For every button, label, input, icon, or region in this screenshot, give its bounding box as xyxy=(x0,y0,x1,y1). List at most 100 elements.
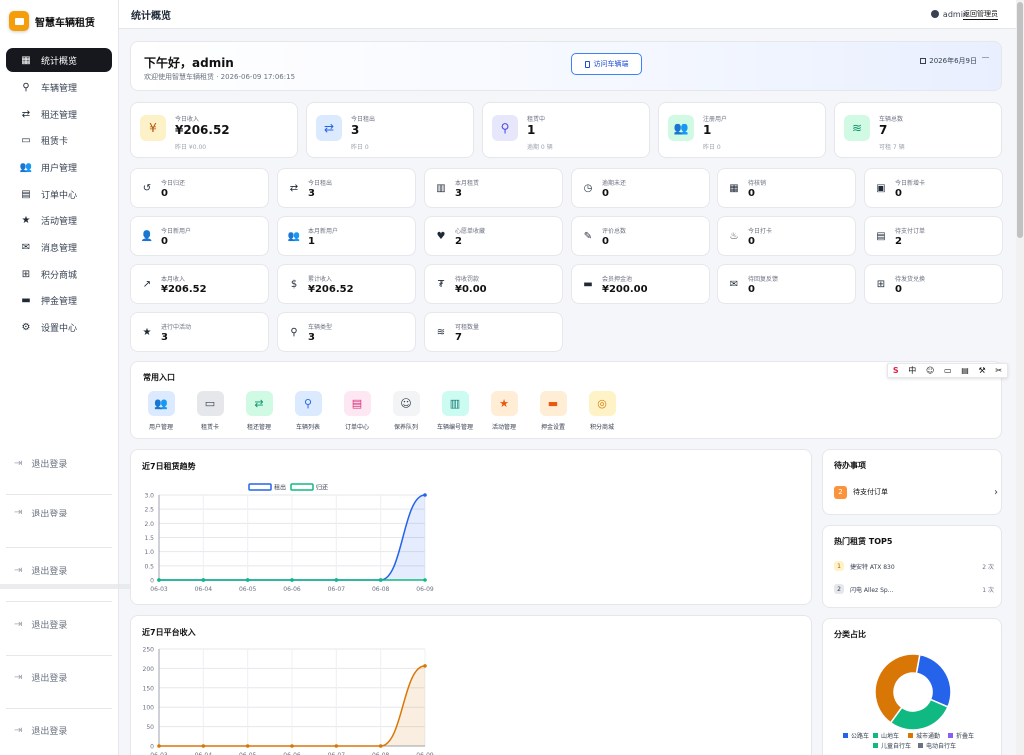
logout-button[interactable]: ⇥ 退出登录 xyxy=(14,457,68,470)
legend-item[interactable]: 儿童自行车 xyxy=(873,741,911,750)
legend-item[interactable]: 电动自行车 xyxy=(918,741,956,750)
stat-card[interactable]: ▥ 本月租赁 3 xyxy=(424,168,563,208)
stat-card[interactable]: ↗ 本月收入 ¥206.52 xyxy=(130,264,269,304)
sidebar-item-3[interactable]: ▭ 租赁卡 xyxy=(6,127,112,154)
quick-entry-item[interactable]: ▭ 租赁卡 xyxy=(190,391,230,431)
logout-button[interactable]: ⇥ 退出登录 xyxy=(14,724,68,737)
summary-label: 今日租出 xyxy=(351,116,376,123)
summary-card[interactable]: ≋ 车辆总数 7 可租 7 辆 xyxy=(834,102,1002,158)
legend-item[interactable]: 公路车 xyxy=(843,731,869,740)
sidebar-item-9[interactable]: ▬ 押金管理 xyxy=(6,288,112,315)
scrollbar[interactable] xyxy=(1016,0,1024,755)
stat-card[interactable]: ▣ 今日新增卡 0 xyxy=(864,168,1003,208)
summary-hint: 逾期 0 辆 xyxy=(527,144,553,151)
mobile-icon xyxy=(584,60,590,68)
clock-icon: ◷ xyxy=(583,182,593,194)
stat-value: 0 xyxy=(161,188,168,199)
sidebar-item-4[interactable]: 👥 用户管理 xyxy=(6,154,112,181)
stat-card[interactable]: ⊞ 待发货兑换 0 xyxy=(864,264,1003,304)
more-icon[interactable] xyxy=(982,57,989,60)
stat-label: 本月收入 xyxy=(161,276,186,283)
stat-card[interactable]: ▬ 会员押金池 ¥200.00 xyxy=(571,264,710,304)
calendar-plus-icon: ▣ xyxy=(876,182,886,194)
ime-button[interactable]: ▭ xyxy=(944,366,952,375)
exchange-icon: ⇄ xyxy=(245,391,273,416)
stat-card[interactable]: ✉ 待回复反馈 0 xyxy=(717,264,856,304)
stat-card[interactable]: ▦ 待核销 0 xyxy=(717,168,856,208)
vehicle-name: 闪电 Allez Sp... xyxy=(850,586,894,594)
stat-card[interactable]: ✎ 评价总数 0 xyxy=(571,216,710,256)
logout-icon: ⇥ xyxy=(14,671,23,683)
quick-entry-item[interactable]: ☺ 保养队列 xyxy=(386,391,426,431)
legend-swatch xyxy=(248,483,272,491)
quick-entry-item[interactable]: ⚲ 车辆列表 xyxy=(288,391,328,431)
barcode-icon: ▥ xyxy=(441,391,469,416)
sidebar-item-10[interactable]: ⚙ 设置中心 xyxy=(6,314,112,341)
summary-card[interactable]: ⇄ 今日租出 3 昨日 0 xyxy=(306,102,474,158)
logout-button[interactable]: ⇥ 退出登录 xyxy=(14,507,68,517)
ime-button[interactable]: ⚒ xyxy=(978,366,986,375)
stat-card[interactable]: ◷ 逾期未还 0 xyxy=(571,168,710,208)
stat-card[interactable]: 👤 今日新用户 0 xyxy=(130,216,269,256)
summary-card[interactable]: ¥ 今日收入 ¥206.52 昨日 ¥0.00 xyxy=(130,102,298,158)
quick-entry-item[interactable]: ▤ 订单中心 xyxy=(337,391,377,431)
logout-button[interactable]: ⇥ 退出登录 xyxy=(14,618,68,631)
visit-vehicle-button[interactable]: 访问车辆端 xyxy=(571,53,642,75)
summary-card[interactable]: 👥 注册用户 1 昨日 0 xyxy=(658,102,826,158)
stat-card[interactable]: 👥 本月新用户 1 xyxy=(277,216,416,256)
divider xyxy=(6,708,112,709)
sidebar-item-2[interactable]: ⇄ 租还管理 xyxy=(6,101,112,128)
legend-item[interactable]: 山地车 xyxy=(873,731,899,740)
stat-label: 累计收入 xyxy=(308,276,333,283)
sidebar-item-1[interactable]: ⚲ 车辆管理 xyxy=(6,74,112,101)
back-admin-link[interactable]: 返回管理员 xyxy=(963,9,998,20)
sidebar-item-8[interactable]: ⊞ 积分商城 xyxy=(6,261,112,288)
sidebar-item-0[interactable]: ▦ 统计概览 xyxy=(6,48,112,72)
stat-card[interactable]: ♥ 心愿单收藏 2 xyxy=(424,216,563,256)
quick-entry-item[interactable]: ⇄ 租还管理 xyxy=(239,391,279,431)
stat-card[interactable]: ↺ 今日归还 0 xyxy=(130,168,269,208)
sidebar-item-7[interactable]: ✉ 消息管理 xyxy=(6,234,112,261)
stat-card[interactable]: ♨ 今日打卡 0 xyxy=(717,216,856,256)
quick-entry-item[interactable]: 👥 用户管理 xyxy=(141,391,181,431)
list-item[interactable]: 1 捷安特 ATX 830 2 次 xyxy=(834,559,994,573)
legend-label: 公路车 xyxy=(851,733,870,740)
quick-entry-item[interactable]: ★ 活动管理 xyxy=(484,391,524,431)
stat-card[interactable]: ⇄ 今日租出 3 xyxy=(277,168,416,208)
stat-value: ¥206.52 xyxy=(161,284,207,295)
stat-card[interactable]: ⚲ 车辆类型 3 xyxy=(277,312,416,352)
sidebar-item-label: 统计概览 xyxy=(41,56,78,67)
quick-entry-item[interactable]: ◎ 积分商城 xyxy=(582,391,622,431)
user-menu[interactable]: admin xyxy=(930,10,968,19)
sidebar-item-5[interactable]: ▤ 订单中心 xyxy=(6,181,112,208)
stat-card[interactable]: ▤ 待支付订单 2 xyxy=(864,216,1003,256)
quick-entry-item[interactable]: ▬ 押金设置 xyxy=(533,391,573,431)
scrollbar-thumb[interactable] xyxy=(1017,2,1023,238)
todo-item[interactable]: 2 待支付订单 › xyxy=(834,484,998,500)
list-item[interactable]: 2 闪电 Allez Sp... 1 次 xyxy=(834,582,994,596)
gift-icon: ⊞ xyxy=(876,278,886,290)
summary-value: 1 xyxy=(703,123,712,137)
stat-card[interactable]: ≋ 可租数量 7 xyxy=(424,312,563,352)
stat-label: 进行中活动 xyxy=(161,324,192,331)
logout-button[interactable]: ⇥ 退出登录 xyxy=(14,671,68,684)
legend-item[interactable]: 城市通勤 xyxy=(908,731,940,740)
ime-button[interactable]: 中 xyxy=(908,366,917,375)
legend-item[interactable]: 折叠车 xyxy=(948,731,974,740)
stat-card[interactable]: $ 累计收入 ¥206.52 xyxy=(277,264,416,304)
sidebar-item-label: 押金管理 xyxy=(41,297,78,308)
stat-card[interactable]: ★ 进行中活动 3 xyxy=(130,312,269,352)
summary-card[interactable]: ⚲ 租赁中 1 逾期 0 辆 xyxy=(482,102,650,158)
logout-button[interactable]: ⇥ 退出登录 xyxy=(14,564,68,577)
sidebar-item-label: 租还管理 xyxy=(41,110,78,121)
quick-entry-item[interactable]: ▥ 车辆编号管理 xyxy=(435,391,475,431)
ime-button[interactable]: ☺ xyxy=(925,366,935,375)
legend-label: 租出 xyxy=(274,484,286,492)
ime-button[interactable]: ✂ xyxy=(995,366,1003,375)
stat-card[interactable]: ₮ 待收罚款 ¥0.00 xyxy=(424,264,563,304)
ime-button[interactable]: S xyxy=(892,366,899,375)
ime-toolbar[interactable]: S 中 ☺ ▭ ▤ ⚒ ✂ xyxy=(887,363,1008,378)
sidebar-item-6[interactable]: ★ 活动管理 xyxy=(6,207,112,234)
ime-button[interactable]: ▤ xyxy=(961,366,969,375)
data-point xyxy=(201,744,206,748)
